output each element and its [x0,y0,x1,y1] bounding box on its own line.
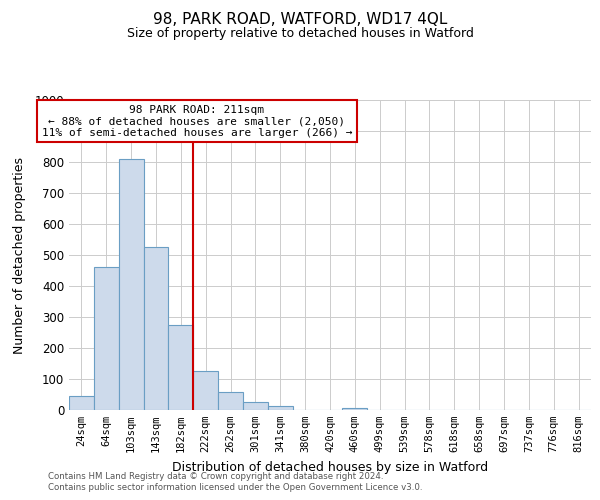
Text: Size of property relative to detached houses in Watford: Size of property relative to detached ho… [127,28,473,40]
Bar [119,159,143,410]
Text: Contains public sector information licensed under the Open Government Licence v3: Contains public sector information licen… [48,484,422,492]
Text: Contains HM Land Registry data © Crown copyright and database right 2024.: Contains HM Land Registry data © Crown c… [48,472,383,481]
Bar [143,247,169,410]
Bar [169,325,193,410]
Text: 98, PARK ROAD, WATFORD, WD17 4QL: 98, PARK ROAD, WATFORD, WD17 4QL [153,12,447,28]
Bar [69,396,94,410]
Text: 98 PARK ROAD: 211sqm
← 88% of detached houses are smaller (2,050)
11% of semi-de: 98 PARK ROAD: 211sqm ← 88% of detached h… [41,104,352,138]
Bar [268,406,293,410]
X-axis label: Distribution of detached houses by size in Watford: Distribution of detached houses by size … [172,460,488,473]
Bar [343,408,367,410]
Y-axis label: Number of detached properties: Number of detached properties [13,156,26,354]
Bar [94,268,119,410]
Bar [193,371,218,410]
Bar [218,392,243,410]
Bar [243,402,268,410]
